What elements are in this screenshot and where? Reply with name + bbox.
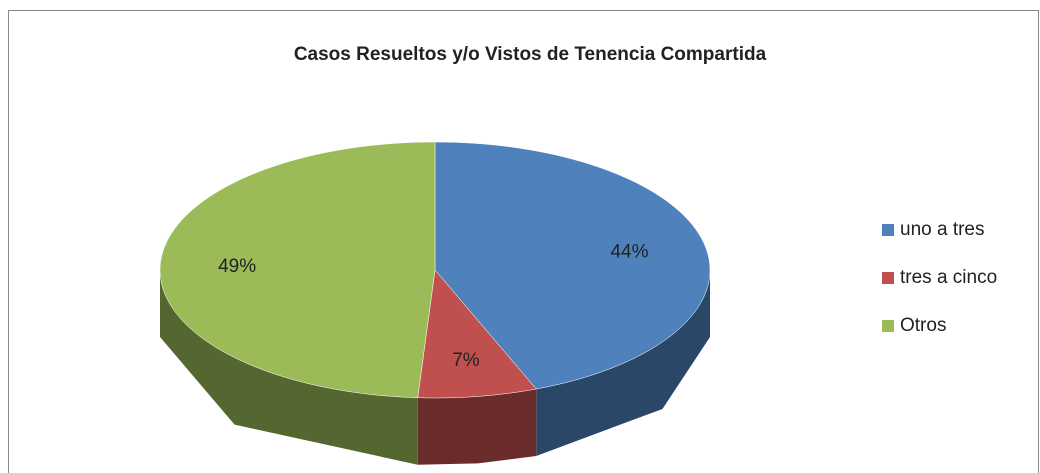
chart-title: Casos Resueltos y/o Vistos de Tenencia C… (294, 44, 767, 65)
data-label: 49% (218, 256, 256, 277)
legend-label: uno a tres (900, 219, 985, 240)
legend-label: Otros (900, 315, 946, 336)
data-label: 7% (452, 350, 480, 371)
legend-swatch (882, 224, 894, 236)
legend-label: tres a cinco (900, 267, 997, 288)
slice (417, 269, 537, 399)
slice-side (536, 270, 710, 457)
data-label: 44% (610, 242, 648, 263)
legend-swatch (882, 272, 894, 284)
slice-side (417, 389, 537, 465)
slice (159, 141, 436, 399)
slice-side (160, 270, 418, 465)
slice (434, 141, 711, 390)
legend-swatch (882, 320, 894, 332)
